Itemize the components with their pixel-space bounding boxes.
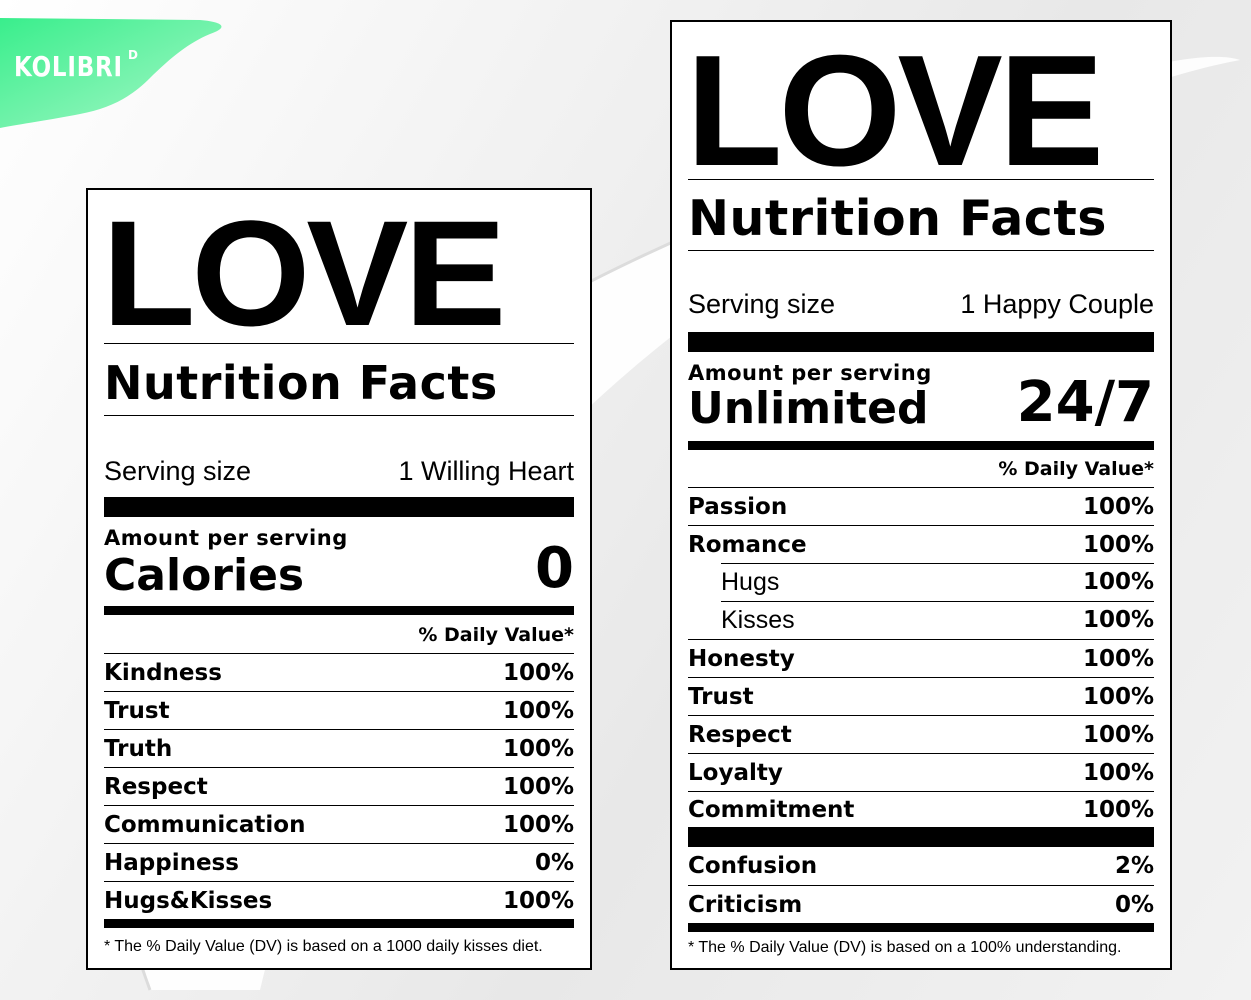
nutrient-value: 100%: [1082, 721, 1154, 748]
amount-per-serving-label: Amount per serving: [104, 526, 348, 550]
nutrient-name: Kisses: [721, 605, 795, 634]
nutrient-row: Respect 100%: [688, 715, 1154, 753]
brand-splash-shape: [0, 18, 222, 128]
footnote: * The % Daily Value (DV) is based on a 1…: [104, 938, 543, 955]
nutrient-row: Trust 100%: [104, 691, 574, 729]
nutrient-name: Loyalty: [688, 759, 783, 786]
extra-row: Criticism 0%: [688, 885, 1154, 923]
nutrition-label-left: LOVE Nutrition Facts Serving size 1 Will…: [86, 188, 592, 970]
nutrient-value: 100%: [1082, 531, 1154, 558]
amount-per-serving-label: Amount per serving: [688, 361, 932, 385]
nutrient-value: 100%: [1082, 569, 1154, 595]
nutrient-row: Truth 100%: [104, 729, 574, 767]
nutrient-name: Commitment: [688, 796, 855, 823]
nutrient-row: Romance 100%: [688, 525, 1154, 563]
label-title: LOVE: [102, 189, 506, 357]
nutrient-name: Hugs&Kisses: [104, 887, 273, 914]
divider: [104, 415, 574, 416]
divider: [104, 343, 574, 344]
unlimited-value: 24/7: [1016, 370, 1154, 435]
nutrient-name: Kindness: [104, 659, 222, 686]
thick-divider: [688, 332, 1154, 352]
nutrient-value: 100%: [502, 773, 574, 800]
nutrient-row: Respect 100%: [104, 767, 574, 805]
nutrient-value: 100%: [1082, 493, 1154, 520]
nutrient-row: Happiness 0%: [104, 843, 574, 881]
nutrient-row: Passion 100%: [688, 487, 1154, 525]
serving-size-value: 1 Willing Heart: [398, 456, 574, 486]
nutrient-row: Communication 100%: [104, 805, 574, 843]
nutrient-value: 100%: [502, 735, 574, 762]
serving-size-label: Serving size: [688, 289, 836, 319]
nutrient-sub-row: Kisses 100%: [688, 601, 1154, 639]
thick-divider: [688, 827, 1154, 847]
brand-logo: KOLIBRI D: [0, 18, 230, 130]
nutrient-name: Respect: [688, 721, 792, 748]
calories-value: 0: [535, 536, 574, 601]
label-subtitle: Nutrition Facts: [688, 190, 1107, 247]
nutrient-name: Romance: [688, 531, 807, 558]
brand-name: KOLIBRI: [14, 50, 123, 83]
nutrient-name: Truth: [104, 735, 173, 762]
serving-size-label: Serving size: [104, 456, 252, 486]
nutrient-value: 0%: [1114, 891, 1154, 918]
thick-divider: [104, 497, 574, 517]
nutrition-label-right: LOVE Nutrition Facts Serving size 1 Happ…: [670, 20, 1172, 970]
nutrient-name: Respect: [104, 773, 208, 800]
nutrient-value: 100%: [1082, 796, 1154, 823]
nutrient-value: 100%: [1082, 759, 1154, 786]
nutrient-value: 100%: [502, 659, 574, 686]
nutrient-name: Trust: [688, 683, 754, 710]
nutrient-value: 100%: [1082, 607, 1154, 633]
calories-label: Calories: [104, 550, 305, 601]
medium-divider: [104, 606, 574, 615]
nutrient-value: 100%: [502, 811, 574, 838]
nutrient-row: Commitment 100%: [688, 791, 1154, 827]
nutrient-name: Hugs: [721, 567, 780, 596]
daily-value-header: % Daily Value*: [998, 458, 1154, 480]
medium-divider: [688, 441, 1154, 450]
nutrient-name: Honesty: [688, 645, 795, 672]
footnote: * The % Daily Value (DV) is based on a 1…: [688, 939, 1122, 956]
sub-divider: [721, 601, 1154, 602]
serving-size-row: Serving size 1 Happy Couple: [688, 289, 1154, 320]
nutrient-name: Happiness: [104, 849, 239, 876]
nutrient-name: Passion: [688, 493, 788, 520]
nutrient-value: 0%: [534, 849, 574, 876]
brand-superscript: D: [128, 48, 138, 62]
medium-divider: [104, 919, 574, 928]
nutrient-row: Trust 100%: [688, 677, 1154, 715]
nutrient-name: Trust: [104, 697, 170, 724]
nutrient-value: 100%: [502, 887, 574, 914]
nutrient-sub-row: Hugs 100%: [688, 563, 1154, 601]
extra-row: Confusion 2%: [688, 847, 1154, 885]
divider: [688, 250, 1154, 251]
nutrient-row: Hugs&Kisses 100%: [104, 881, 574, 919]
nutrient-value: 2%: [1114, 853, 1154, 879]
nutrient-row: Kindness 100%: [104, 653, 574, 691]
label-subtitle: Nutrition Facts: [104, 356, 498, 410]
serving-size-row: Serving size 1 Willing Heart: [104, 456, 574, 487]
divider: [688, 179, 1154, 180]
nutrient-value: 100%: [502, 697, 574, 724]
unlimited-label: Unlimited: [688, 383, 929, 434]
nutrient-value: 100%: [1082, 645, 1154, 672]
label-title: LOVE: [686, 23, 1104, 199]
serving-size-value: 1 Happy Couple: [960, 289, 1154, 319]
nutrient-row: Honesty 100%: [688, 639, 1154, 677]
nutrient-row: Loyalty 100%: [688, 753, 1154, 791]
sub-divider: [721, 563, 1154, 564]
nutrient-name: Criticism: [688, 891, 803, 918]
nutrient-name: Confusion: [688, 853, 818, 879]
nutrient-value: 100%: [1082, 683, 1154, 710]
nutrient-name: Communication: [104, 811, 306, 838]
medium-divider: [688, 923, 1154, 932]
daily-value-header: % Daily Value*: [418, 624, 574, 646]
